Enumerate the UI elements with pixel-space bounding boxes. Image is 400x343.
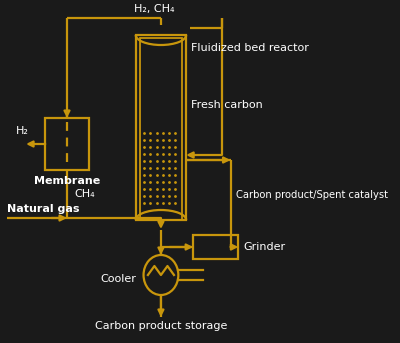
- Text: H₂, CH₄: H₂, CH₄: [134, 4, 174, 14]
- Text: Membrane: Membrane: [34, 176, 100, 186]
- Text: CH₄: CH₄: [74, 189, 94, 199]
- Text: Cooler: Cooler: [101, 274, 136, 284]
- Text: Fresh carbon: Fresh carbon: [191, 100, 263, 110]
- Text: Natural gas: Natural gas: [7, 204, 80, 214]
- Text: Fluidized bed reactor: Fluidized bed reactor: [191, 43, 309, 53]
- Bar: [193, 235, 238, 259]
- Text: H₂: H₂: [16, 126, 29, 136]
- Text: Carbon product/Spent catalyst: Carbon product/Spent catalyst: [236, 190, 388, 200]
- Bar: [136, 35, 186, 220]
- Bar: [140, 38, 182, 220]
- Text: Grinder: Grinder: [244, 242, 286, 252]
- Text: Carbon product storage: Carbon product storage: [95, 321, 227, 331]
- Bar: [45, 118, 89, 170]
